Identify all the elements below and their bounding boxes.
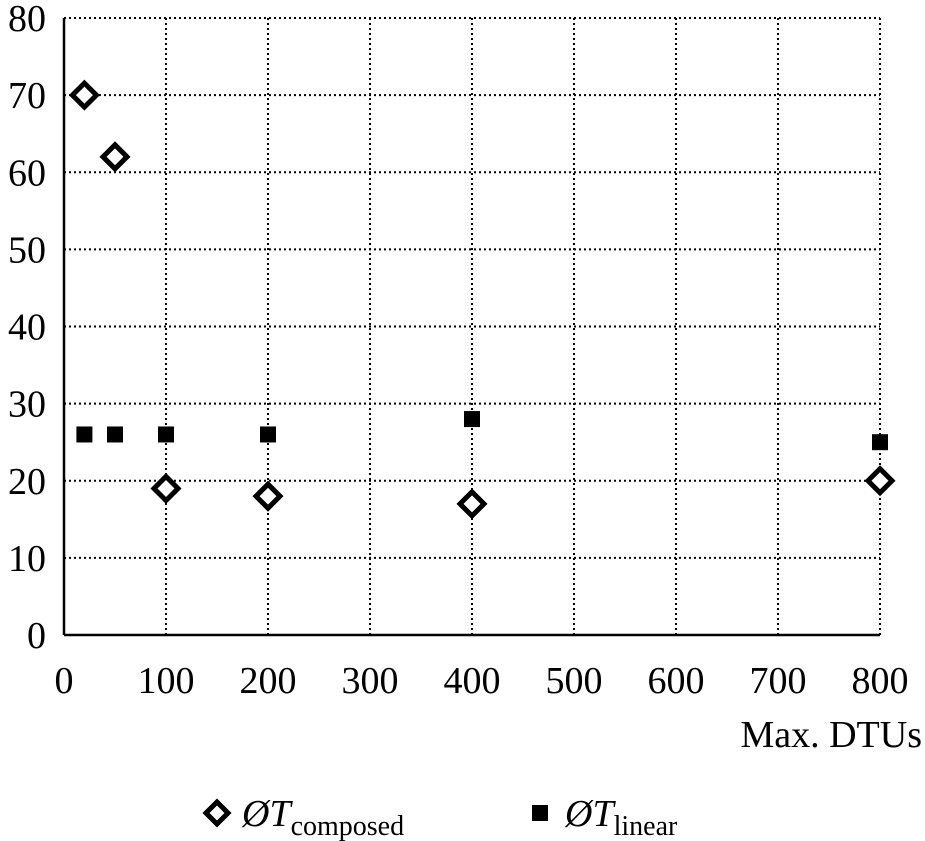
x-axis-title: Max. DTUs	[740, 714, 922, 756]
x-tick-label: 100	[138, 660, 195, 702]
y-tick-label: 10	[8, 538, 46, 580]
x-tick-label: 500	[546, 660, 603, 702]
x-tick-label: 600	[648, 660, 705, 702]
x-tick-label: 400	[444, 660, 501, 702]
data-point-linear	[260, 426, 276, 443]
x-tick-label: 800	[852, 660, 909, 702]
y-tick-label: 80	[8, 0, 46, 40]
x-tick-label: 700	[750, 660, 807, 702]
y-tick-label: 0	[27, 615, 46, 657]
y-tick-label: 20	[8, 461, 46, 503]
y-tick-label: 30	[8, 384, 46, 426]
x-tick-label: 0	[55, 660, 74, 702]
data-point-composed	[864, 465, 896, 497]
data-point-linear	[158, 426, 174, 443]
x-tick-label: 300	[342, 660, 399, 702]
data-point-composed	[99, 141, 131, 173]
legend-label-linear: ØTlinear	[564, 793, 678, 841]
data-point-composed	[252, 480, 284, 512]
y-tick-labels: 0 10 20 30 40 50 60 70 80	[8, 0, 46, 657]
data-point-composed	[68, 79, 100, 111]
grid	[64, 17, 881, 635]
y-tick-label: 50	[8, 229, 46, 271]
legend: ØTcomposed ØTlinear	[202, 793, 678, 841]
y-tick-label: 40	[8, 307, 46, 349]
x-tick-label: 200	[240, 660, 297, 702]
data-point-linear	[107, 426, 123, 443]
data-points	[68, 79, 896, 520]
legend-marker-composed	[202, 798, 232, 828]
x-tick-labels: 0 100 200 300 400 500 600 700 800	[55, 660, 909, 702]
axes	[62, 18, 880, 637]
data-point-linear	[76, 426, 93, 443]
legend-marker-linear	[532, 805, 548, 821]
data-point-composed	[456, 488, 488, 520]
y-tick-label: 70	[8, 75, 46, 117]
data-point-linear	[464, 411, 480, 428]
y-tick-label: 60	[8, 152, 46, 194]
data-point-linear	[872, 434, 888, 451]
legend-label-composed: ØTcomposed	[241, 793, 404, 841]
data-point-composed	[150, 472, 182, 504]
